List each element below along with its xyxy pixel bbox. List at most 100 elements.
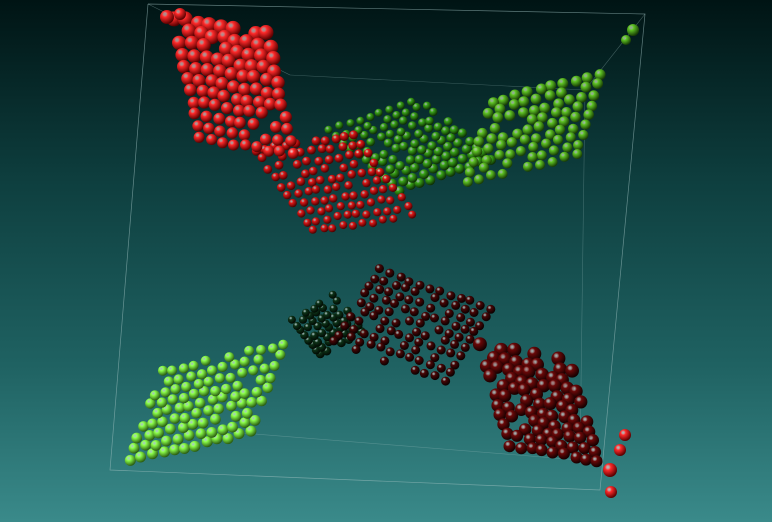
data-point [259,133,272,145]
data-point [407,146,417,156]
data-point [431,154,442,165]
data-point [497,94,509,106]
data-point [311,197,320,206]
data-point [310,331,319,341]
data-point [425,360,435,370]
data-point [417,145,427,155]
data-point [201,436,213,448]
data-point [535,159,545,170]
data-point [443,141,453,152]
data-point [157,365,168,376]
data-point [178,363,189,374]
data-point [472,337,487,352]
data-point [230,391,241,402]
data-point [255,374,266,386]
data-point [501,427,514,440]
data-point [183,430,195,441]
data-point [325,144,335,154]
data-point [317,328,327,338]
data-point [421,311,431,321]
data-point [536,150,548,161]
data-point [410,286,420,296]
data-point [426,303,436,313]
data-point [217,89,230,103]
data-point [307,178,317,187]
data-point [343,210,352,219]
data-point [515,146,527,157]
data-point [189,61,203,76]
data-point [256,344,266,355]
data-point [425,175,436,186]
data-point [149,390,160,401]
data-point [240,94,254,108]
data-point [181,381,192,392]
data-point [205,74,219,88]
data-point [572,149,583,159]
data-point [508,99,520,110]
data-point [393,205,402,214]
data-point [206,134,218,145]
data-point [232,380,243,392]
data-point [297,209,306,218]
data-point [275,349,286,360]
data-point [351,345,361,354]
data-point [286,181,296,190]
data-point [548,145,560,156]
data-point [366,113,375,121]
data-point [404,295,414,305]
data-point [366,339,376,349]
data-point [199,50,214,65]
data-point [172,35,187,50]
data-point [380,316,390,326]
data-point [345,150,354,160]
data-point [329,194,338,203]
data-point [279,171,288,180]
data-point [179,412,191,424]
data-point [356,200,365,209]
data-point [409,163,420,173]
data-point [203,405,214,416]
data-point [592,78,603,89]
data-point [248,365,259,376]
data-point [614,444,626,456]
data-point [444,329,454,339]
data-point [389,214,398,223]
data-point [590,455,603,468]
data-point [220,383,232,395]
data-point [411,345,421,355]
data-point [414,356,424,365]
data-point [401,283,410,292]
data-point [362,178,371,188]
data-point [354,316,364,326]
data-point [436,363,446,373]
data-point [206,427,218,438]
data-point [564,94,575,106]
data-point [349,159,359,169]
data-point [360,288,370,298]
data-point [208,98,221,111]
data-point [347,201,356,210]
data-point [394,329,404,339]
data-point [373,208,382,217]
data-point [263,165,273,174]
data-point [439,298,449,308]
data-point [497,168,508,179]
data-point [486,304,496,314]
data-point [329,304,338,313]
data-point [174,8,186,20]
data-point [196,369,208,380]
data-point [422,101,432,110]
data-point [481,312,491,322]
data-point [457,293,466,303]
data-point [251,386,263,398]
data-point [156,397,168,408]
data-point [360,307,370,317]
data-point [214,125,226,137]
data-point [254,48,269,63]
data-point [393,135,403,144]
data-point [462,177,473,187]
data-point [440,335,450,345]
data-point [188,107,201,120]
